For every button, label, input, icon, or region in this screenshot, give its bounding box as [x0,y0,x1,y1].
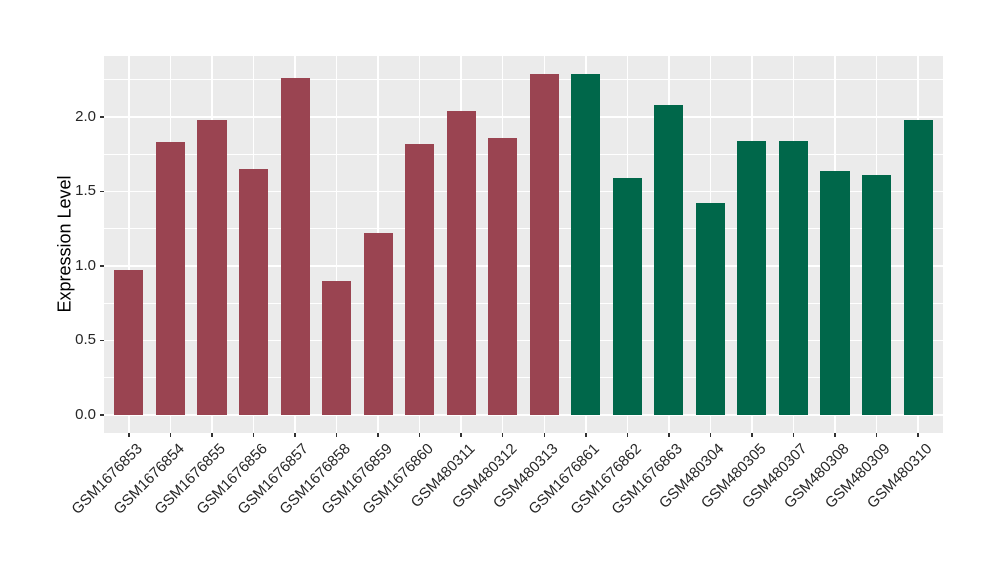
bar-GSM1676858 [322,280,352,415]
y-axis-tick [100,414,104,416]
gridline-vertical [335,56,338,433]
y-tick-label: 0.0 [75,405,96,423]
bar-GSM1676853 [114,270,144,415]
gridline-major [104,190,943,193]
x-axis-tick [335,433,338,437]
bar-GSM1676856 [238,169,269,415]
gridline-minor [104,228,943,230]
x-axis-tick [252,433,255,437]
gridline-major [104,265,943,267]
x-axis-tick [128,433,130,437]
x-axis-tick [294,433,296,437]
gridline-minor [104,79,943,81]
y-tick-label: 1.0 [75,256,96,274]
bar-GSM480305 [737,140,767,415]
y-axis-tick [100,190,104,193]
gridline-vertical [128,56,130,433]
x-axis-tick [418,433,421,437]
gridline-major [104,116,943,118]
bar-GSM1676859 [363,233,393,415]
x-axis-tick [917,433,919,437]
x-axis-tick [377,433,379,437]
plot-panel [104,56,943,433]
bar-GSM1676860 [405,143,435,415]
y-axis-tick [100,339,104,342]
x-axis-tick [792,433,795,437]
y-axis-tick [100,265,104,267]
y-tick-label: 2.0 [75,107,96,125]
gridline-minor [104,153,943,155]
y-tick-label: 0.5 [75,331,96,349]
x-axis-tick [501,433,504,437]
gridline-minor [104,302,943,304]
bar-GSM480313 [529,73,559,415]
y-tick-label: 1.5 [75,182,96,200]
x-axis-tick [875,433,878,437]
gridline-major [104,339,943,342]
bar-GSM1676862 [612,178,642,415]
x-axis-tick [709,433,712,437]
x-axis-tick [169,433,172,437]
x-axis-tick [751,433,753,437]
bar-GSM480307 [778,140,808,415]
bar-GSM480310 [903,119,933,415]
bar-GSM1676855 [197,119,227,415]
x-axis-tick [585,433,587,437]
x-axis-tick [543,433,546,437]
x-axis-tick [626,433,629,437]
y-axis-tick [100,116,104,118]
gridline-major [104,414,943,416]
x-axis-tick [211,433,213,437]
x-axis-tick [668,433,670,437]
x-axis-tick [460,433,462,437]
bar-GSM480308 [820,170,850,415]
bar-GSM480312 [488,137,518,415]
bar-GSM1676857 [280,78,310,415]
bar-GSM1676861 [571,73,601,415]
bar-GSM480304 [695,203,725,415]
gridline-minor [104,377,943,379]
bar-GSM480309 [862,175,892,415]
bar-GSM1676863 [654,105,684,415]
bar-GSM480311 [446,110,476,415]
x-tick-label: GSM1676853 [68,440,147,518]
bar-GSM1676854 [155,142,185,415]
x-axis-tick [834,433,836,437]
